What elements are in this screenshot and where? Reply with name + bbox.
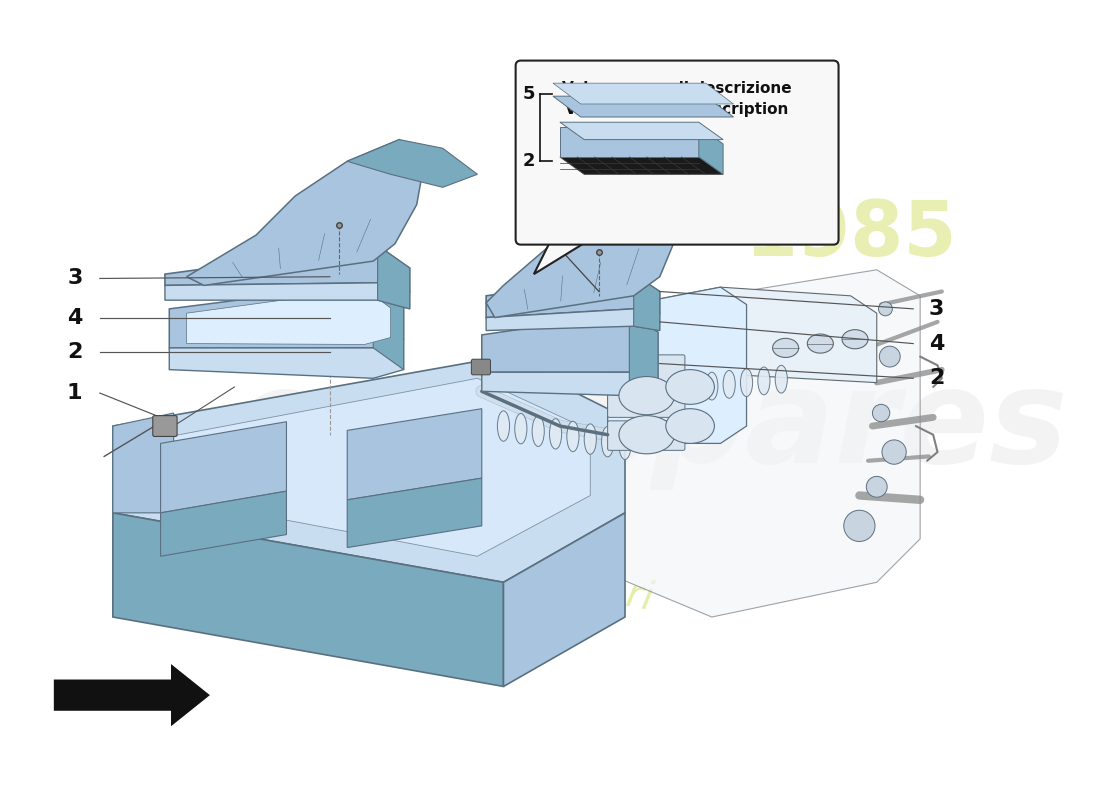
Polygon shape xyxy=(560,122,723,139)
Polygon shape xyxy=(553,96,734,117)
Ellipse shape xyxy=(653,378,666,406)
Ellipse shape xyxy=(776,366,788,393)
Polygon shape xyxy=(187,289,390,345)
Ellipse shape xyxy=(619,377,674,414)
Ellipse shape xyxy=(515,414,527,444)
Text: Valid for... see description: Valid for... see description xyxy=(565,102,789,118)
Polygon shape xyxy=(607,270,921,617)
Polygon shape xyxy=(187,139,426,286)
Polygon shape xyxy=(504,513,625,686)
Polygon shape xyxy=(486,170,685,318)
Polygon shape xyxy=(156,378,591,556)
Text: 3: 3 xyxy=(928,299,944,319)
Polygon shape xyxy=(165,283,409,309)
Polygon shape xyxy=(165,246,409,291)
Polygon shape xyxy=(482,363,658,396)
Ellipse shape xyxy=(602,426,614,457)
Text: 4: 4 xyxy=(67,307,82,327)
Circle shape xyxy=(882,440,906,464)
Polygon shape xyxy=(560,157,723,174)
Circle shape xyxy=(872,404,890,422)
Polygon shape xyxy=(560,126,698,157)
Ellipse shape xyxy=(689,374,701,402)
Ellipse shape xyxy=(619,429,631,459)
Polygon shape xyxy=(486,309,660,330)
Polygon shape xyxy=(113,357,625,582)
Circle shape xyxy=(867,476,888,498)
Polygon shape xyxy=(553,83,734,104)
Polygon shape xyxy=(373,283,404,370)
Text: 5: 5 xyxy=(524,86,536,103)
Ellipse shape xyxy=(807,334,834,353)
Text: 2: 2 xyxy=(928,368,944,388)
Polygon shape xyxy=(348,409,482,500)
Ellipse shape xyxy=(740,369,752,397)
Text: 3: 3 xyxy=(67,269,82,289)
Polygon shape xyxy=(534,239,591,274)
FancyBboxPatch shape xyxy=(607,355,685,384)
Circle shape xyxy=(844,510,875,542)
Polygon shape xyxy=(161,491,286,556)
Polygon shape xyxy=(698,126,723,174)
Ellipse shape xyxy=(666,370,714,404)
Ellipse shape xyxy=(666,409,714,443)
Text: Vale per... vedi descrizione: Vale per... vedi descrizione xyxy=(562,82,792,97)
Polygon shape xyxy=(607,287,877,382)
Polygon shape xyxy=(607,287,747,443)
Ellipse shape xyxy=(758,367,770,394)
FancyBboxPatch shape xyxy=(607,421,685,450)
Ellipse shape xyxy=(532,416,544,446)
Polygon shape xyxy=(348,478,482,547)
Polygon shape xyxy=(113,413,174,513)
Polygon shape xyxy=(377,246,409,309)
Circle shape xyxy=(879,302,892,316)
Ellipse shape xyxy=(497,411,509,442)
Text: 1985: 1985 xyxy=(745,198,957,272)
Polygon shape xyxy=(169,339,404,378)
Polygon shape xyxy=(486,274,660,318)
Ellipse shape xyxy=(842,330,868,349)
Ellipse shape xyxy=(723,370,735,398)
Ellipse shape xyxy=(772,338,799,358)
Polygon shape xyxy=(482,313,658,372)
Text: eurospares: eurospares xyxy=(233,362,1068,490)
Polygon shape xyxy=(52,661,212,730)
Polygon shape xyxy=(634,274,660,330)
Circle shape xyxy=(879,346,900,367)
Ellipse shape xyxy=(550,418,562,449)
Polygon shape xyxy=(161,422,286,513)
Ellipse shape xyxy=(671,376,683,403)
Text: 4: 4 xyxy=(928,334,944,354)
Polygon shape xyxy=(169,283,404,348)
Ellipse shape xyxy=(584,424,596,454)
Polygon shape xyxy=(616,170,738,218)
Polygon shape xyxy=(113,513,504,686)
FancyBboxPatch shape xyxy=(607,388,685,418)
Ellipse shape xyxy=(619,416,674,454)
Polygon shape xyxy=(629,313,658,396)
Ellipse shape xyxy=(566,422,579,452)
Ellipse shape xyxy=(706,372,718,400)
Text: a passion for Ferrari: a passion for Ferrari xyxy=(264,512,656,618)
Text: 1: 1 xyxy=(67,383,82,403)
Text: 2: 2 xyxy=(67,342,82,362)
FancyBboxPatch shape xyxy=(153,416,177,437)
FancyBboxPatch shape xyxy=(516,61,838,245)
Polygon shape xyxy=(348,139,477,187)
Text: 2: 2 xyxy=(524,152,536,170)
FancyBboxPatch shape xyxy=(472,359,491,375)
